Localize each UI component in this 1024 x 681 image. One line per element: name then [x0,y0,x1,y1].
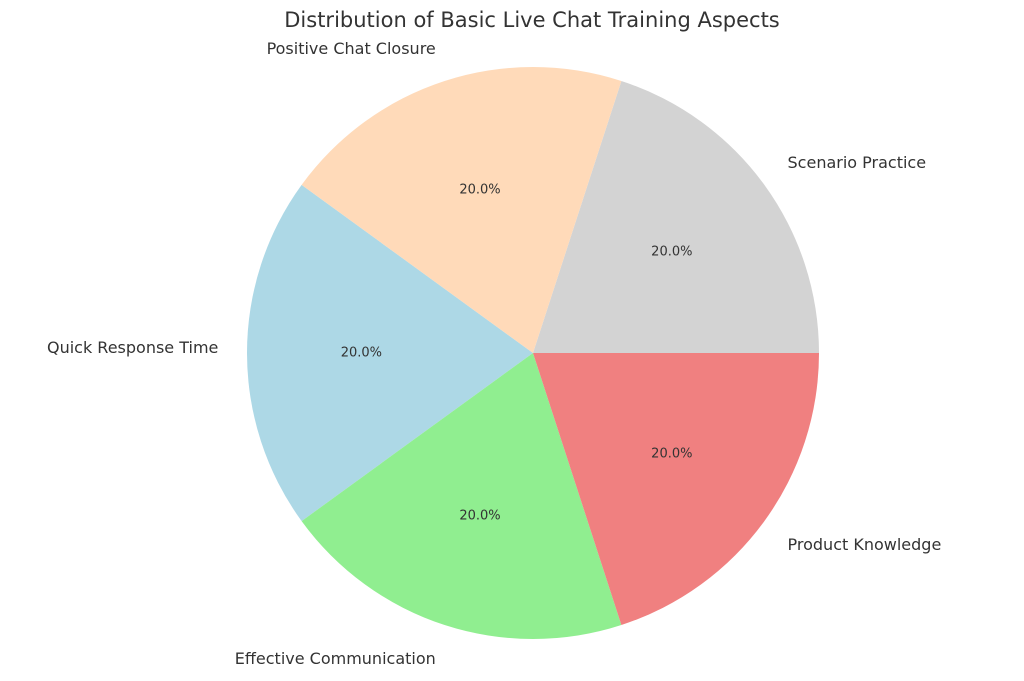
percent-label-product-knowledge: 20.0% [651,446,692,461]
pie-slice-quick-response-time [246,184,533,522]
slice-label-positive-chat-closure: Positive Chat Closure [267,39,436,58]
pie-slice-product-knowledge [533,353,819,625]
pie-slice-positive-chat-closure [301,67,622,353]
slice-label-product-knowledge: Product Knowledge [788,535,942,554]
percent-label-quick-response-time: 20.0% [341,346,382,361]
percent-label-effective-communication: 20.0% [459,509,500,524]
pie-slice-scenario-practice [533,81,819,353]
percent-label-positive-chat-closure: 20.0% [459,182,500,197]
slice-label-quick-response-time: Quick Response Time [47,338,218,357]
chart-title: Distribution of Basic Live Chat Training… [284,8,780,32]
slice-label-scenario-practice: Scenario Practice [788,153,927,172]
pie-labels: Quick Response Time 20.0% Effective Commun… [47,39,941,668]
pie-slice-effective-communication [301,353,622,639]
slice-label-effective-communication: Effective Communication [235,649,436,668]
pie-slices [246,67,819,639]
percent-label-scenario-practice: 20.0% [651,245,692,260]
